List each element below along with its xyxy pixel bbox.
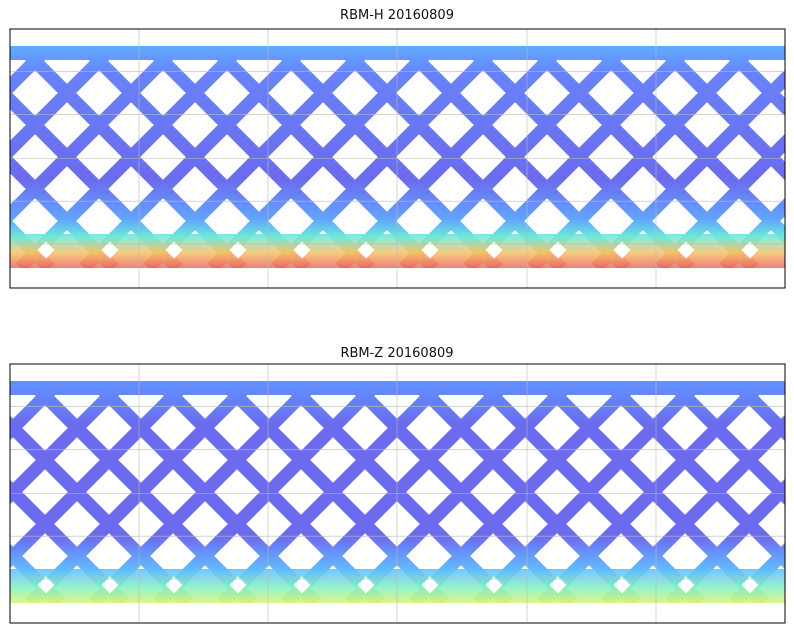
swath xyxy=(10,46,183,224)
swath xyxy=(527,46,759,268)
swath xyxy=(10,381,193,569)
gap xyxy=(741,241,759,259)
swath xyxy=(217,381,449,603)
gap xyxy=(549,576,567,594)
swath xyxy=(10,381,129,505)
swath-band xyxy=(10,234,785,268)
swath-band xyxy=(10,46,785,60)
gap xyxy=(613,576,631,594)
swath xyxy=(655,133,785,268)
swath xyxy=(10,381,65,441)
swath xyxy=(15,46,247,268)
swath xyxy=(729,542,785,603)
map-panel: RBM-H 20160809 xyxy=(9,8,786,289)
swath-band xyxy=(10,381,785,395)
swath xyxy=(271,46,503,268)
swath xyxy=(153,381,385,603)
gap xyxy=(677,241,695,259)
gap xyxy=(357,241,375,259)
gap xyxy=(101,241,119,259)
gap xyxy=(485,576,503,594)
swath-band xyxy=(10,569,785,603)
swath xyxy=(10,46,119,160)
map-frame xyxy=(9,363,786,624)
gap xyxy=(165,241,183,259)
gap xyxy=(229,241,247,259)
gap xyxy=(549,241,567,259)
swath xyxy=(89,381,321,603)
swath xyxy=(143,46,375,268)
gap xyxy=(421,241,439,259)
gap xyxy=(293,241,311,259)
swath xyxy=(409,381,641,603)
gap xyxy=(229,576,247,594)
swath xyxy=(25,381,257,603)
swath xyxy=(10,543,65,603)
gap xyxy=(101,576,119,594)
gap xyxy=(165,576,183,594)
swath xyxy=(10,154,119,268)
swath xyxy=(10,218,55,268)
swath xyxy=(719,46,785,117)
swath xyxy=(399,46,631,268)
gap xyxy=(421,576,439,594)
map-frame xyxy=(9,28,786,289)
swath xyxy=(591,69,785,268)
swath xyxy=(79,46,311,268)
swath xyxy=(345,381,577,603)
swath xyxy=(537,381,769,603)
swath xyxy=(729,381,785,442)
swath xyxy=(783,261,785,265)
gap xyxy=(677,576,695,594)
swath xyxy=(665,478,785,603)
panel-title: RBM-Z 20160809 xyxy=(340,346,453,361)
gap xyxy=(37,576,55,594)
swath xyxy=(463,46,695,268)
swath xyxy=(10,46,55,96)
swath xyxy=(335,46,567,268)
swath xyxy=(783,49,785,53)
gap xyxy=(357,576,375,594)
gap xyxy=(741,576,759,594)
swath xyxy=(473,381,705,603)
gap xyxy=(613,241,631,259)
map-panel: RBM-Z 20160809 xyxy=(9,346,786,624)
swath xyxy=(601,414,785,603)
swath xyxy=(719,197,785,268)
gap xyxy=(293,576,311,594)
panel-title: RBM-H 20160809 xyxy=(340,8,454,23)
gap xyxy=(485,241,503,259)
